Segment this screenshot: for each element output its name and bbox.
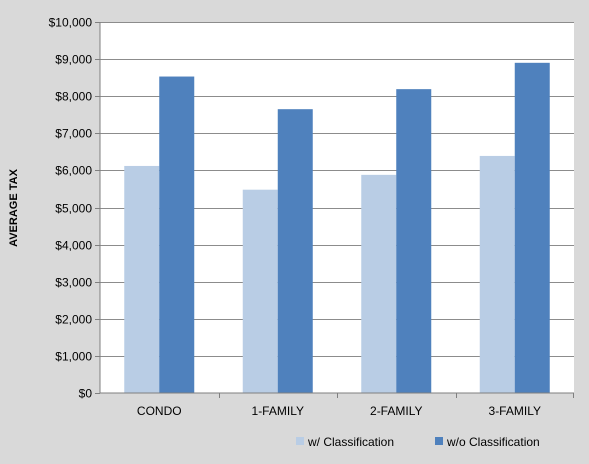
x-axis-ticks: CONDO 1-FAMILY 2-FAMILY 3-FAMILY (137, 393, 574, 418)
bar-2-family-series-1 (361, 174, 397, 393)
x-tick-label: CONDO (137, 404, 182, 418)
x-tick-label: 2-FAMILY (370, 404, 422, 418)
y-tick-label: $7,000 (55, 127, 92, 141)
y-tick-label: $10,000 (49, 16, 93, 30)
y-tick-label: $4,000 (55, 239, 92, 253)
y-axis-label: AVERAGE TAX (8, 168, 20, 246)
y-tick-label: $8,000 (55, 90, 92, 104)
legend-swatch-1 (296, 437, 304, 445)
y-tick-label: $9,000 (55, 53, 92, 67)
bars (124, 62, 550, 394)
legend: w/ Classification w/o Classification (296, 435, 540, 449)
bar-2-family-series-2 (396, 89, 432, 393)
bar-condo-series-2 (159, 76, 195, 394)
y-tick-label: $6,000 (55, 164, 92, 178)
legend-label-2: w/o Classification (446, 435, 540, 449)
x-tick-label: 3-FAMILY (489, 404, 541, 418)
bar-1-family-series-1 (242, 189, 278, 393)
y-tick-label: $1,000 (55, 350, 92, 364)
y-tick-label: $0 (79, 387, 93, 401)
x-tick-label: 1-FAMILY (252, 404, 304, 418)
legend-swatch-2 (435, 437, 443, 445)
legend-label-1: w/ Classification (307, 435, 394, 449)
y-tick-label: $5,000 (55, 202, 92, 216)
bar-condo-series-1 (124, 165, 160, 393)
bar-3-family-series-1 (479, 155, 515, 393)
y-tick-label: $2,000 (55, 313, 92, 327)
y-axis-ticks: $0 $1,000 $2,000 $3,000 $4,000 $5,000 $6,000 $7… (49, 16, 100, 401)
bar-1-family-series-2 (277, 109, 313, 393)
bar-3-family-series-2 (514, 62, 550, 394)
y-tick-label: $3,000 (55, 276, 92, 290)
